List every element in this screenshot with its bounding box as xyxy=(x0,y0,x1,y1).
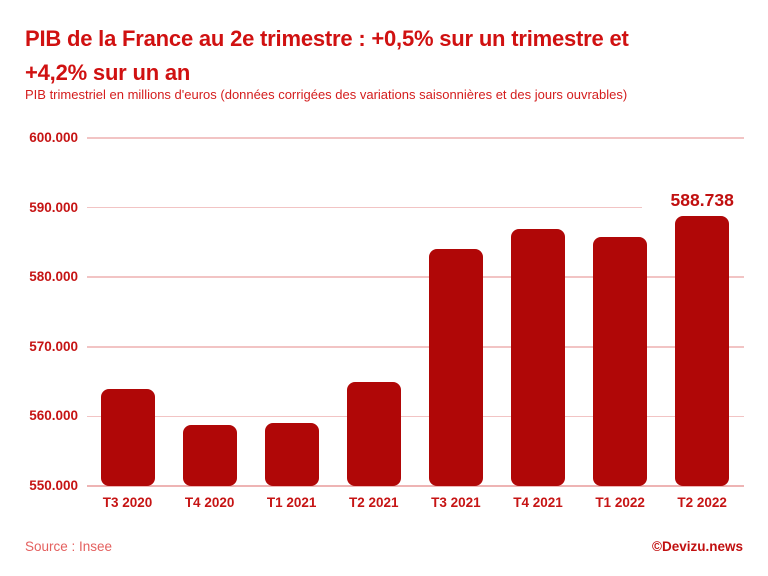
gridline xyxy=(87,137,744,139)
x-tick-label: T1 2021 xyxy=(266,495,317,510)
gridline xyxy=(87,276,744,278)
y-tick-label: 590.000 xyxy=(29,199,78,215)
x-tick-label: T2 2022 xyxy=(677,495,727,510)
gridline xyxy=(87,346,744,348)
x-tick-label: T1 2022 xyxy=(595,495,645,510)
x-tick-label: T2 2021 xyxy=(349,495,399,510)
gridline xyxy=(87,206,744,209)
chart-area: 600.000 590.000 580.000 570.000 560.000 550.0… xyxy=(0,130,763,510)
bar xyxy=(100,389,155,486)
y-tick-label: 550.000 xyxy=(29,478,78,493)
bar-value-label: 588.738 xyxy=(642,190,763,212)
y-tick-label: 560.000 xyxy=(29,408,78,424)
gridline xyxy=(87,415,744,418)
y-tick-label: 580.000 xyxy=(29,269,78,285)
chart-title: PIB de la France au 2e trimestre : +0,5%… xyxy=(25,22,745,90)
bar xyxy=(264,423,319,486)
y-tick-label: 600.000 xyxy=(29,130,78,145)
bar xyxy=(593,236,648,486)
x-tick-label: T3 2020 xyxy=(102,495,153,510)
bar xyxy=(675,216,730,486)
bar xyxy=(182,424,237,486)
x-tick-label: T4 2021 xyxy=(513,495,563,510)
credit-label: ©Devizu.news xyxy=(652,539,743,554)
bar xyxy=(511,229,565,486)
bar xyxy=(346,381,401,486)
bar xyxy=(428,249,483,486)
x-tick-label: T4 2020 xyxy=(184,495,235,510)
chart-title-line1: PIB de la France au 2e trimestre : +0,5%… xyxy=(25,26,629,51)
x-tick-label: T3 2021 xyxy=(431,495,481,510)
source-label: Source : Insee xyxy=(25,539,113,554)
y-tick-label: 570.000 xyxy=(29,338,78,354)
chart-title-line2: +4,2% sur un an xyxy=(25,60,191,85)
chart-subtitle: PIB trimestriel en millions d'euros (don… xyxy=(25,87,628,102)
gridline xyxy=(87,485,744,487)
